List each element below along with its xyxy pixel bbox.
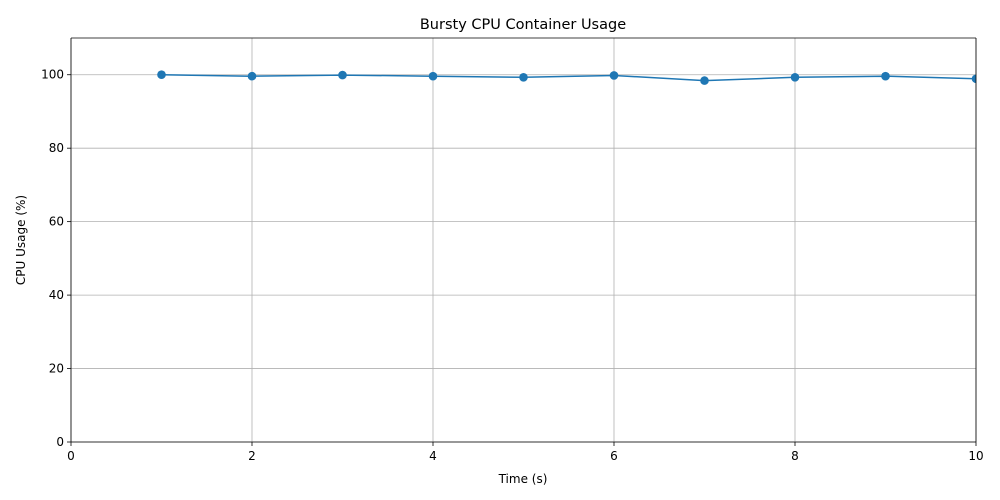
series-line — [161, 73, 976, 82]
x-tick-label: 4 — [429, 449, 437, 463]
x-tick-label: 8 — [791, 449, 799, 463]
y-tick-label: 0 — [56, 435, 64, 449]
x-tick-label: 0 — [67, 449, 75, 463]
x-tick-label: 2 — [248, 449, 256, 463]
y-tick-label: 20 — [49, 362, 64, 376]
data-point — [247, 71, 257, 81]
x-tick-label: 6 — [610, 449, 618, 463]
data-point — [338, 70, 347, 80]
series-layer — [157, 70, 976, 85]
data-point — [609, 71, 619, 80]
data-point — [157, 70, 166, 80]
y-tick-label: 40 — [49, 288, 64, 302]
data-point — [971, 74, 976, 84]
axes-spines — [70, 37, 977, 443]
data-point — [881, 71, 890, 81]
grid-lines — [70, 38, 977, 443]
data-point — [790, 72, 800, 82]
plot-area — [157, 70, 976, 85]
data-point — [519, 72, 528, 82]
y-tick-label: 80 — [49, 141, 64, 155]
chart-title: Bursty CPU Container Usage — [420, 17, 626, 33]
data-point — [428, 71, 438, 81]
y-axis-label: CPU Usage (%) — [14, 195, 28, 285]
y-tick-label: 100 — [41, 68, 64, 82]
x-tick-label: 10 — [968, 449, 983, 463]
data-point — [700, 76, 709, 85]
x-axis-label: Time (s) — [498, 472, 548, 486]
y-tick-label: 60 — [49, 215, 64, 229]
